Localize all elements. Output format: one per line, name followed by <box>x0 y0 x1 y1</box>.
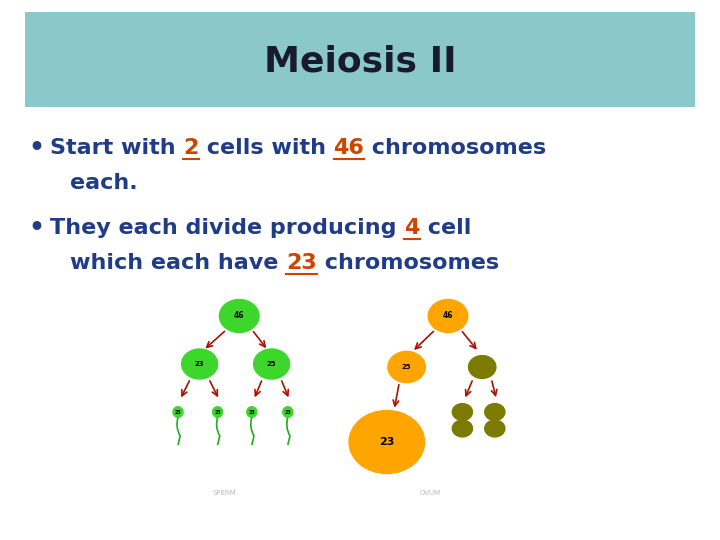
Text: cell: cell <box>420 218 471 238</box>
Text: Meiosis II: Meiosis II <box>264 45 456 79</box>
Text: 23: 23 <box>248 409 255 415</box>
Circle shape <box>220 300 259 333</box>
Text: 23: 23 <box>286 253 317 273</box>
Text: chromosomes: chromosomes <box>317 253 499 273</box>
Text: each.: each. <box>70 173 138 193</box>
Circle shape <box>181 349 217 379</box>
Text: Start with: Start with <box>50 138 184 158</box>
Circle shape <box>428 300 468 333</box>
Text: 23: 23 <box>215 409 221 415</box>
Circle shape <box>469 356 496 379</box>
Circle shape <box>388 352 426 383</box>
Ellipse shape <box>247 407 257 417</box>
Circle shape <box>349 410 425 474</box>
Text: cells with: cells with <box>199 138 333 158</box>
Text: 25: 25 <box>402 364 411 370</box>
Text: 23: 23 <box>284 409 291 415</box>
Text: 2: 2 <box>184 138 199 158</box>
Text: •: • <box>28 216 44 240</box>
Text: 23: 23 <box>175 409 181 415</box>
Text: which each have: which each have <box>70 253 286 273</box>
Circle shape <box>452 420 472 437</box>
Text: •: • <box>28 136 44 160</box>
Text: 25: 25 <box>267 361 276 367</box>
Circle shape <box>253 349 289 379</box>
Text: 46: 46 <box>333 138 364 158</box>
Text: 46: 46 <box>443 312 454 321</box>
Text: SPERM: SPERM <box>213 490 237 496</box>
Text: 4: 4 <box>404 218 420 238</box>
Text: They each divide producing: They each divide producing <box>50 218 404 238</box>
Ellipse shape <box>173 407 183 417</box>
Circle shape <box>485 420 505 437</box>
Text: 23: 23 <box>195 361 204 367</box>
Text: 23: 23 <box>379 437 395 447</box>
Text: 46: 46 <box>234 312 245 321</box>
Ellipse shape <box>283 407 293 417</box>
Text: OVUM: OVUM <box>420 490 441 496</box>
Circle shape <box>485 403 505 421</box>
Ellipse shape <box>212 407 222 417</box>
FancyBboxPatch shape <box>25 12 695 107</box>
Circle shape <box>452 403 472 421</box>
Text: chromosomes: chromosomes <box>364 138 546 158</box>
